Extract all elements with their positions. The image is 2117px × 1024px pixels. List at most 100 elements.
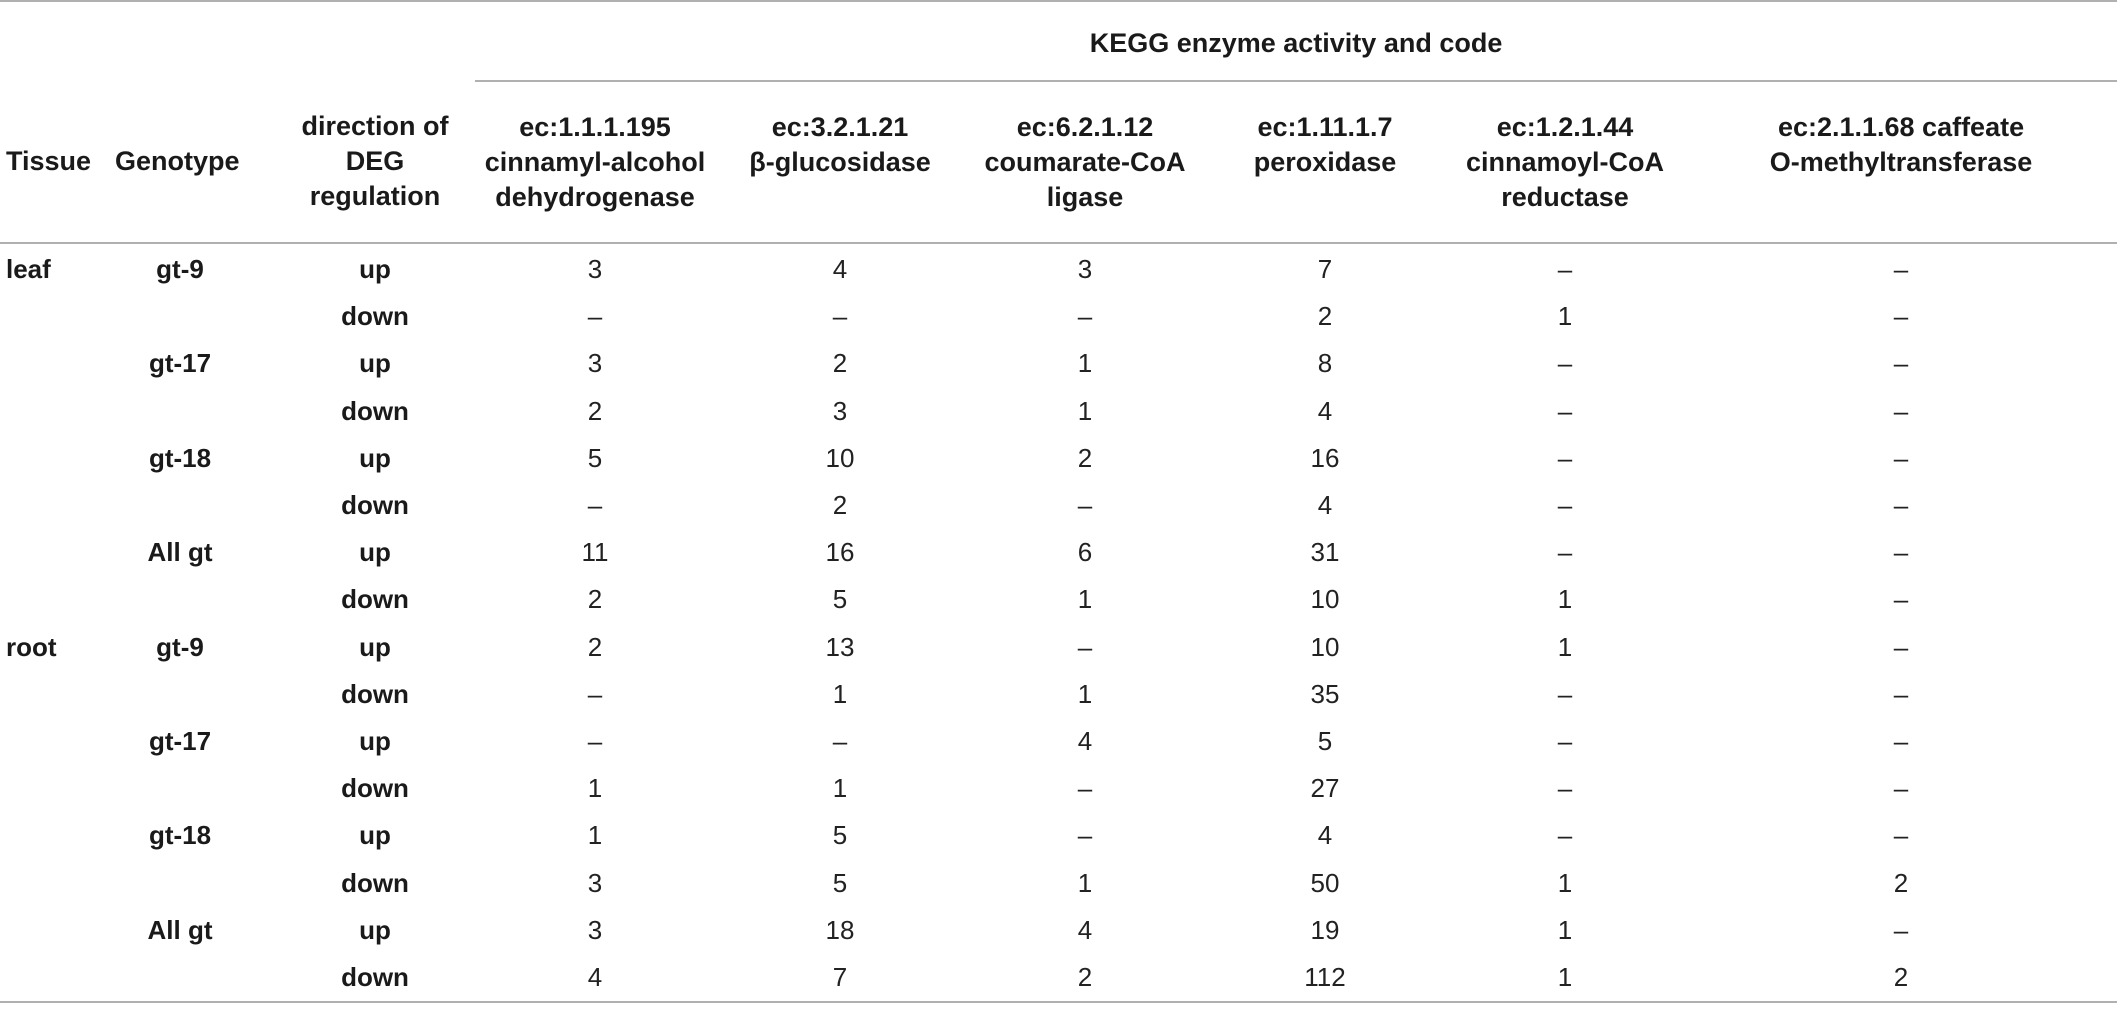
enzyme-count-cell: 1 bbox=[1077, 678, 1093, 709]
enzyme-count-cell: 1 bbox=[1557, 631, 1573, 662]
enzyme-count-cell: 1 bbox=[1077, 584, 1093, 615]
enzyme-count-cell: 7 bbox=[1317, 254, 1333, 285]
enzyme-count-cell: – bbox=[1557, 490, 1573, 521]
tissue-cell bbox=[0, 529, 105, 576]
enzyme-count-cell: 13 bbox=[825, 631, 855, 662]
table-row: down 1 1 – 27 – – bbox=[0, 765, 2117, 812]
direction-cell: up bbox=[359, 348, 391, 379]
direction-cell: up bbox=[359, 631, 391, 662]
enzyme-count-cell: 31 bbox=[1310, 537, 1340, 568]
enzyme-count-cell: 2 bbox=[1317, 301, 1333, 332]
enzyme-count-cell: – bbox=[587, 301, 603, 332]
enzyme-count-cell: 4 bbox=[475, 953, 715, 1004]
tissue-cell bbox=[0, 718, 105, 765]
enzyme-count-cell: 112 bbox=[1205, 953, 1445, 1004]
table-row: down 3 5 1 50 1 2 bbox=[0, 859, 2117, 906]
tissue-cell bbox=[0, 812, 105, 859]
table-row: gt-17 up 3 2 1 8 – – bbox=[0, 340, 2117, 387]
table-row: down – 1 1 35 – – bbox=[0, 671, 2117, 718]
enzyme-count-cell: – bbox=[1557, 348, 1573, 379]
header-line: cinnamyl-alcohol bbox=[484, 146, 706, 177]
direction-cell: down bbox=[341, 678, 409, 709]
enzyme-count-cell: 8 bbox=[1317, 348, 1333, 379]
direction-cell: up bbox=[359, 537, 391, 568]
enzyme-count-cell: 2 bbox=[965, 953, 1205, 1004]
enzyme-count-cell: – bbox=[587, 490, 603, 521]
tissue-cell bbox=[0, 482, 105, 529]
enzyme-count-cell: 1 bbox=[1557, 301, 1573, 332]
enzyme-count-cell: – bbox=[1893, 820, 1909, 851]
enzyme-column-header-comt: ec:2.1.1.68 caffeate O-methyltransferase bbox=[1685, 81, 2117, 244]
enzyme-count-cell: – bbox=[1077, 301, 1093, 332]
enzyme-count-cell: – bbox=[1557, 254, 1573, 285]
enzyme-count-cell: – bbox=[1077, 631, 1093, 662]
enzyme-count-cell: 4 bbox=[1317, 820, 1333, 851]
header-line: β-glucosidase bbox=[749, 146, 931, 177]
enzyme-column-header-glucosidase: ec:3.2.1.21 β-glucosidase bbox=[715, 81, 965, 244]
header-line bbox=[719, 180, 961, 215]
enzyme-count-cell: 35 bbox=[1310, 678, 1340, 709]
genotype-cell: gt-17 bbox=[148, 725, 212, 756]
enzyme-count-cell: – bbox=[1893, 631, 1909, 662]
enzyme-count-cell: 1 bbox=[1557, 584, 1573, 615]
tissue-cell: root bbox=[6, 631, 57, 662]
enzyme-count-cell: 4 bbox=[832, 254, 848, 285]
enzyme-column-header-4cl: ec:6.2.1.12 coumarate-CoA ligase bbox=[965, 81, 1205, 244]
header-line: cinnamoyl-CoA bbox=[1465, 146, 1665, 177]
enzyme-count-cell: – bbox=[587, 725, 603, 756]
enzyme-count-cell: 3 bbox=[832, 395, 848, 426]
enzyme-count-cell: – bbox=[1557, 725, 1573, 756]
enzyme-count-cell: – bbox=[832, 301, 848, 332]
enzyme-count-cell: 10 bbox=[825, 442, 855, 473]
enzyme-count-cell: 6 bbox=[1077, 537, 1093, 568]
group-header-row: KEGG enzyme activity and code bbox=[0, 0, 2117, 82]
enzyme-count-cell: – bbox=[1893, 348, 1909, 379]
table-body: leaf gt-9 up 3 4 3 7– – down – – –2 1– gt-17 up 3 2 1 8– – d… bbox=[0, 243, 2117, 1004]
enzyme-count-cell: – bbox=[1077, 820, 1093, 851]
header-line: coumarate-CoA bbox=[984, 146, 1186, 177]
genotype-cell: gt-18 bbox=[148, 820, 212, 851]
enzyme-count-cell: – bbox=[1893, 678, 1909, 709]
enzyme-count-cell: 4 bbox=[1077, 914, 1093, 945]
enzyme-count-cell: – bbox=[587, 678, 603, 709]
enzyme-column-header-peroxidase: ec:1.11.1.7 peroxidase bbox=[1205, 81, 1445, 244]
tissue-cell bbox=[0, 765, 105, 812]
direction-cell: up bbox=[359, 442, 391, 473]
table-row: gt-17 up – – 4 5 – – bbox=[0, 718, 2117, 765]
table-row: down 2 5 1 10 1 – bbox=[0, 576, 2117, 623]
genotype-cell bbox=[105, 576, 275, 623]
enzyme-count-cell: 5 bbox=[832, 867, 848, 898]
enzyme-count-cell: 16 bbox=[1310, 442, 1340, 473]
kegg-group-header: KEGG enzyme activity and code bbox=[475, 0, 2117, 82]
enzyme-count-cell: 3 bbox=[587, 914, 603, 945]
enzyme-column-header-ccr: ec:1.2.1.44 cinnamoyl-CoA reductase bbox=[1445, 81, 1685, 244]
direction-column-header: direction of DEG regulation bbox=[275, 81, 475, 244]
genotype-cell bbox=[105, 859, 275, 906]
header-line: ec:1.2.1.44 bbox=[1496, 111, 1634, 142]
enzyme-count-cell: – bbox=[1077, 490, 1093, 521]
enzyme-count-cell: 4 bbox=[1077, 725, 1093, 756]
genotype-cell bbox=[105, 388, 275, 435]
table-row: root gt-9 up 2 13 – 10 1 – bbox=[0, 624, 2117, 671]
enzyme-count-cell: 2 bbox=[587, 395, 603, 426]
tissue-cell bbox=[0, 388, 105, 435]
enzyme-count-cell: – bbox=[832, 725, 848, 756]
enzyme-count-cell: 11 bbox=[581, 537, 609, 568]
header-line bbox=[1209, 180, 1441, 215]
enzyme-column-header-cad: ec:1.1.1.195 cinnamyl-alcohol dehydrogen… bbox=[475, 81, 715, 244]
enzyme-count-cell: – bbox=[1893, 914, 1909, 945]
header-line: ec:1.1.1.195 bbox=[519, 111, 671, 142]
genotype-cell: gt-17 bbox=[148, 348, 212, 379]
direction-cell: down bbox=[341, 867, 409, 898]
enzyme-count-cell: – bbox=[1893, 490, 1909, 521]
genotype-cell bbox=[105, 953, 275, 1004]
enzyme-count-cell: – bbox=[1893, 395, 1909, 426]
enzyme-count-cell: 27 bbox=[1310, 773, 1340, 804]
header-line: O-methyltransferase bbox=[1769, 146, 2033, 177]
direction-cell: down bbox=[341, 773, 409, 804]
tissue-cell bbox=[0, 435, 105, 482]
direction-cell: down bbox=[341, 395, 409, 426]
header-line: ec:2.1.1.68 caffeate bbox=[1777, 111, 2025, 142]
tissue-column-header: Tissue bbox=[0, 81, 105, 244]
